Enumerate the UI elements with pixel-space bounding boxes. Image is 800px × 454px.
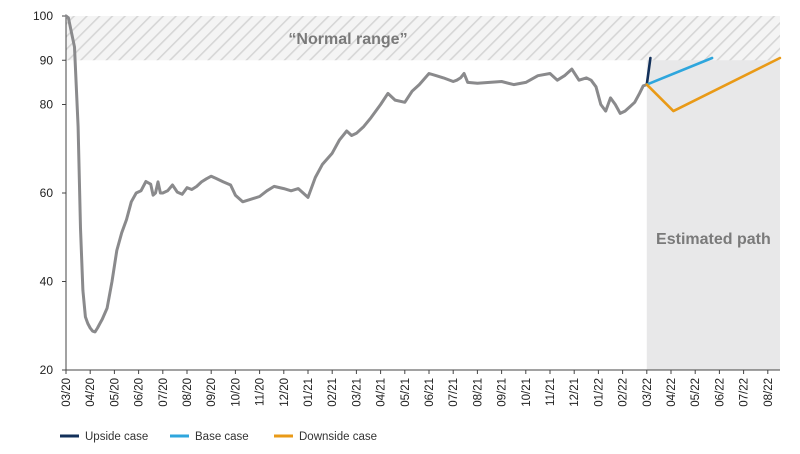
legend-label: Upside case [85,431,148,443]
x-tick-label: 08/22 [763,378,775,407]
x-tick-label: 08/21 [472,378,484,407]
x-tick-label: 01/22 [593,378,605,407]
x-tick-label: 07/21 [448,378,460,407]
y-tick-label: 80 [40,98,54,112]
series-line-base-case [645,56,714,86]
x-tick-label: 04/20 [85,378,97,407]
x-tick-label: 03/20 [61,378,73,407]
x-tick-label: 08/20 [182,378,194,407]
x-tick-label: 02/22 [618,378,630,407]
normal-range-band [66,16,780,61]
x-tick-label: 06/21 [424,378,436,407]
x-tick-label: 04/21 [376,378,388,407]
x-tick-label: 07/20 [158,378,170,407]
x-tick-label: 09/20 [206,378,218,407]
x-tick-label: 04/22 [666,378,678,407]
x-tick-label: 03/22 [642,378,654,407]
x-tick-label: 05/21 [400,378,412,407]
x-tick-label: 07/22 [739,378,751,407]
y-tick-label: 40 [40,275,54,289]
series-line-main [64,14,649,334]
legend-label: Downside case [299,431,377,443]
x-tick-label: 09/21 [497,378,509,407]
x-tick-label: 11/21 [545,378,557,406]
normal-range-label: “Normal range” [288,31,407,48]
x-tick-label: 12/21 [569,378,581,407]
x-tick-label: 05/20 [109,378,121,407]
x-tick-label: 12/20 [279,378,291,407]
series-line-upside-case [645,56,652,86]
y-tick-label: 20 [40,363,54,377]
series-line-downside-case [645,56,782,113]
x-tick-label: 02/21 [327,378,339,407]
estimated-path-label: Estimated path [656,231,771,248]
x-tick-label: 10/21 [521,378,533,407]
x-tick-label: 06/20 [134,378,146,407]
y-tick-label: 90 [40,53,54,67]
y-tick-label: 60 [40,186,54,200]
x-tick-label: 11/20 [255,378,267,406]
x-tick-label: 05/22 [690,378,702,407]
legend-label: Base case [195,431,249,443]
x-tick-label: 10/20 [230,378,242,407]
x-tick-label: 06/22 [714,378,726,407]
y-tick-label: 100 [33,9,53,23]
x-tick-label: 01/21 [303,378,315,407]
x-tick-label: 03/21 [351,378,363,407]
